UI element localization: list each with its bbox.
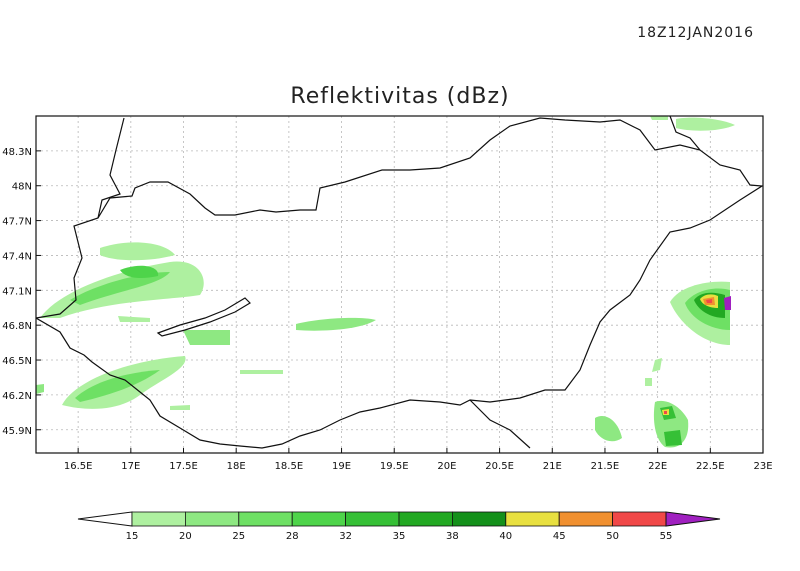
colorbar: 15 20 25 28 32 35 38 40 45 50 55: [77, 511, 721, 542]
colorbar-label: 38: [446, 531, 459, 542]
echo-west-1: [40, 242, 204, 318]
colorbar-label: 40: [499, 531, 512, 542]
lon-tick-label: 20E: [437, 461, 456, 472]
lon-tick-label: 22.5E: [696, 461, 725, 472]
colorbar-swatch: [558, 511, 614, 527]
colorbar-swatch: [238, 511, 293, 527]
echo-central: [118, 316, 376, 345]
lat-tick-label: 47.1N: [2, 286, 32, 297]
colorbar-swatch: [451, 511, 507, 527]
colorbar-label: 55: [660, 531, 673, 542]
lat-tick-label: 45.9N: [2, 426, 32, 437]
reflectivity-field: [36, 116, 735, 448]
lat-tick-label: 48.3N: [2, 147, 32, 158]
colorbar-swatch: [345, 511, 400, 527]
colorbar-label: 50: [606, 531, 619, 542]
colorbar-low-arrow: [77, 511, 133, 527]
lon-tick-label: 22E: [648, 461, 667, 472]
colorbar-label: 32: [339, 531, 352, 542]
lon-tick-label: 17E: [121, 461, 140, 472]
lon-tick-label: 18E: [227, 461, 246, 472]
lon-tick-label: 21.5E: [591, 461, 620, 472]
lon-tick-label: 21E: [543, 461, 562, 472]
colorbar-swatch: [505, 511, 560, 527]
colorbar-label: 15: [126, 531, 139, 542]
lon-tick-label: 19E: [332, 461, 351, 472]
border-north-west: [97, 117, 125, 219]
map-title: Reflektivitas (dBz): [290, 84, 510, 109]
colorbar-swatch: [291, 511, 347, 527]
colorbar-swatch: [398, 511, 453, 527]
lon-tick-label: 23E: [753, 461, 772, 472]
latitude-ticks: 48.3N 48N 47.7N 47.4N 47.1N 46.8N 46.5N 46.2N 45…: [2, 147, 41, 437]
lat-tick-label: 46.5N: [2, 356, 32, 367]
colorbar-high-arrow: [665, 511, 721, 527]
lat-tick-label: 46.2N: [2, 391, 32, 402]
echo-west-2: [36, 356, 283, 410]
lake-balaton: [156, 297, 251, 337]
lat-tick-label: 47.7N: [2, 217, 32, 228]
colorbar-label: 35: [393, 531, 406, 542]
colorbar-swatch: [184, 511, 240, 527]
border-east: [669, 116, 701, 151]
colorbar-swatch: [131, 511, 186, 527]
map-frame: [35, 115, 764, 454]
lat-tick-label: 46.8N: [2, 321, 32, 332]
lon-tick-label: 18.5E: [275, 461, 304, 472]
lon-tick-label: 16.5E: [64, 461, 93, 472]
timestamp: 18Z12JAN2016: [637, 25, 754, 41]
lat-tick-label: 47.4N: [2, 251, 32, 262]
colorbar-label: 25: [232, 531, 245, 542]
border-south: [469, 399, 531, 449]
country-borders: [36, 116, 763, 449]
lat-tick-label: 48N: [12, 182, 32, 193]
colorbar-label: 28: [286, 531, 299, 542]
longitude-ticks: 16.5E 17E 17.5E 18E 18.5E 19E 19.5E 20E 20.5E 21E…: [64, 448, 773, 472]
echo-east: [595, 116, 735, 448]
colorbar-label: 20: [179, 531, 192, 542]
lon-tick-label: 17.5E: [169, 461, 198, 472]
colorbar-label: 45: [553, 531, 566, 542]
colorbar-swatch: [612, 511, 667, 527]
border-main: [36, 117, 763, 449]
lon-tick-label: 19.5E: [380, 461, 409, 472]
lon-tick-label: 20.5E: [485, 461, 514, 472]
